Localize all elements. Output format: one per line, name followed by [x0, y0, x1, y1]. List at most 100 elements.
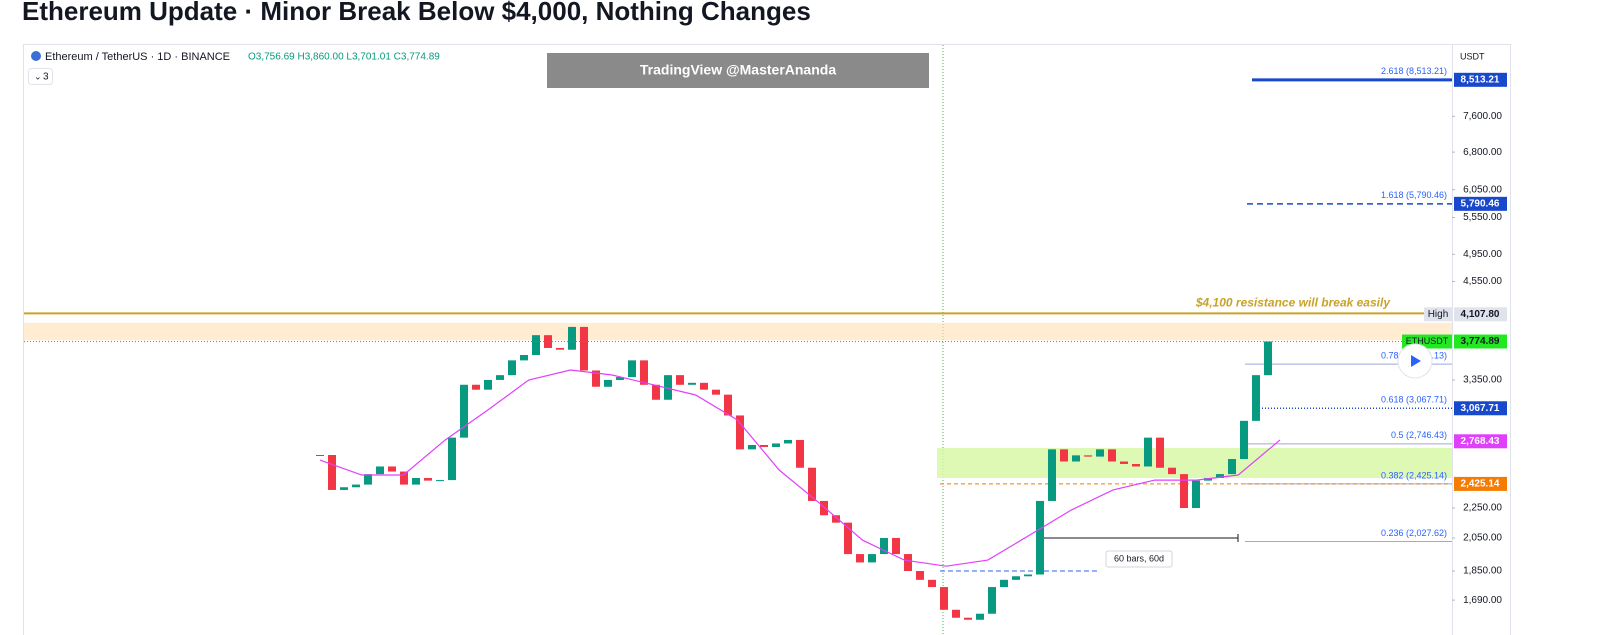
- candle: [688, 382, 696, 385]
- candle: [712, 389, 720, 395]
- candle: [748, 444, 756, 450]
- candle: [1216, 474, 1224, 479]
- candle: [736, 415, 744, 450]
- candle: [700, 382, 708, 390]
- candle: [316, 455, 324, 457]
- y-tick-label: 4,950.00: [1463, 249, 1502, 260]
- candle: [1204, 478, 1212, 481]
- fib-label: 0.382 (2,425.14): [1381, 470, 1447, 480]
- candle: [568, 326, 576, 350]
- candle: [976, 613, 984, 620]
- candle: [556, 347, 564, 350]
- candle: [784, 439, 792, 444]
- y-tick-label: 6,800.00: [1463, 147, 1502, 158]
- candle: [1084, 455, 1092, 457]
- candle: [1168, 467, 1176, 475]
- candle: [412, 478, 420, 485]
- candle: [640, 360, 648, 385]
- resistance-band: [24, 322, 1452, 341]
- candle: [1180, 474, 1188, 509]
- candle: [880, 537, 888, 555]
- watermark-box: [547, 53, 929, 88]
- price-tag-label: 4,107.80: [1461, 309, 1500, 320]
- measure-label: 60 bars, 60d: [1114, 553, 1164, 563]
- candle: [1060, 449, 1068, 462]
- zone: [937, 447, 1452, 479]
- candle: [952, 609, 960, 618]
- candle: [580, 326, 588, 371]
- candle: [1156, 437, 1164, 468]
- ohlc: O3,756.69 H3,860.00 L3,701.01 C3,774.89: [248, 52, 440, 63]
- measure-box: [1105, 550, 1173, 568]
- candle: [388, 466, 396, 472]
- price-tag-label: 3,774.89: [1461, 336, 1500, 347]
- candle: [1036, 500, 1044, 575]
- resistance-note: $4,100 resistance will break easily: [1195, 296, 1391, 310]
- candle: [724, 394, 732, 416]
- y-tick-label: 6,050.00: [1463, 184, 1502, 195]
- candle: [1048, 449, 1056, 501]
- price-tag-label: 3,067.71: [1461, 403, 1500, 414]
- candle: [1096, 449, 1104, 457]
- candle: [1192, 480, 1200, 509]
- candle: [808, 467, 816, 501]
- candle: [520, 354, 528, 361]
- candle: [496, 375, 504, 380]
- candle: [604, 379, 612, 387]
- caption-box: [1424, 307, 1452, 322]
- price-tag-label: 2,425.14: [1461, 479, 1500, 490]
- candle: [1228, 459, 1236, 475]
- fib-label: 0.236 (2,027.62): [1381, 528, 1447, 538]
- candle: [352, 484, 360, 488]
- candle: [472, 384, 480, 390]
- candle: [760, 444, 768, 447]
- currency: USDT: [1460, 51, 1485, 61]
- indicator-count: 3: [43, 72, 49, 83]
- candle: [628, 360, 636, 378]
- candle: [988, 587, 996, 614]
- candle: [1120, 461, 1128, 464]
- candle: [340, 487, 348, 490]
- candle: [424, 478, 432, 481]
- play-icon: [1411, 355, 1421, 367]
- symbol-tag-label: ETHUSDT: [1406, 336, 1449, 346]
- candle: [856, 554, 864, 563]
- candle: [484, 379, 492, 390]
- candle: [544, 335, 552, 348]
- y-tick-label: 3,350.00: [1463, 375, 1502, 386]
- y-tick-label: 4,550.00: [1463, 276, 1502, 287]
- price-tag-label: 5,790.46: [1461, 198, 1500, 209]
- candle: [460, 384, 468, 438]
- price-tag: [1454, 307, 1507, 322]
- y-tick-label: 2,250.00: [1463, 503, 1502, 514]
- candle: [1024, 574, 1032, 577]
- candle: [676, 375, 684, 385]
- watermark: TradingView @MasterAnanda: [640, 62, 836, 78]
- candle: [772, 443, 780, 447]
- candle: [1252, 375, 1260, 421]
- candle: [532, 335, 540, 355]
- price-tag: [1454, 196, 1507, 211]
- candle: [364, 474, 372, 485]
- candle: [904, 554, 912, 572]
- indicator-toggle[interactable]: [28, 68, 53, 85]
- price-tag-label: 2,768.43: [1461, 436, 1500, 447]
- candle: [436, 480, 444, 482]
- symbol-icon: [31, 51, 41, 61]
- plot: $4,100 resistance will break easily 7,600…: [24, 66, 1507, 620]
- candle: [448, 437, 456, 481]
- candle: [1240, 420, 1248, 460]
- price-caption: High: [1428, 309, 1449, 320]
- candle: [1072, 455, 1080, 462]
- fib-label: 0.5 (2,746.43): [1391, 430, 1447, 440]
- candle: [1264, 341, 1272, 376]
- price-tag: [1454, 72, 1507, 87]
- price-tag: [1454, 334, 1507, 349]
- candle: [1000, 579, 1008, 588]
- y-tick-label: 7,600.00: [1463, 111, 1502, 122]
- candle: [1132, 463, 1140, 467]
- candle: [652, 384, 660, 400]
- candle: [328, 455, 336, 490]
- page-title: Ethereum Update · Minor Break Below $4,0…: [22, 0, 811, 26]
